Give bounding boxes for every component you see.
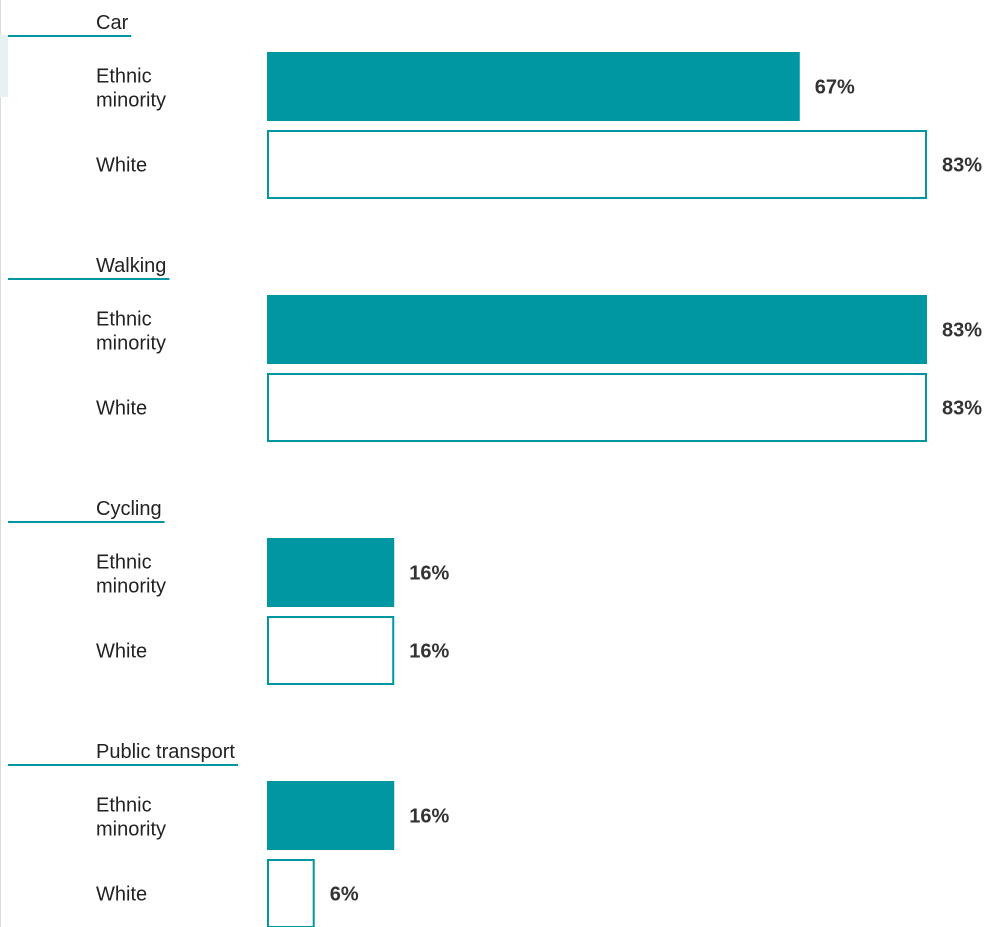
- bar-label-walking-ethnic-minority-line2: minority: [96, 333, 166, 355]
- group-label-car: Car: [96, 12, 129, 34]
- bar-cycling-white: [267, 616, 395, 685]
- bar-label-public-transport-ethnic-minority: Ethnic: [96, 795, 152, 817]
- bar-label-car-ethnic-minority-line2: minority: [96, 90, 166, 112]
- bar-label-public-transport-ethnic-minority-line2: minority: [96, 819, 166, 841]
- chart-left-border: [0, 0, 1, 927]
- bar-label-public-transport-white: White: [96, 884, 147, 906]
- value-label-cycling-ethnic-minority: 16%: [409, 563, 449, 585]
- value-label-car-ethnic-minority: 67%: [815, 77, 855, 99]
- bar-public-transport-white: [267, 859, 315, 927]
- bar-walking-ethnic-minority: [267, 295, 927, 364]
- value-label-public-transport-ethnic-minority: 16%: [409, 806, 449, 828]
- bar-label-cycling-ethnic-minority-line2: minority: [96, 576, 166, 598]
- bar-label-car-white: White: [96, 155, 147, 177]
- value-label-public-transport-white: 6%: [330, 884, 359, 906]
- decorative-corner-tab: [0, 35, 8, 97]
- bar-public-transport-ethnic-minority: [267, 781, 395, 850]
- bar-label-cycling-ethnic-minority: Ethnic: [96, 552, 152, 574]
- bar-label-walking-white: White: [96, 398, 147, 420]
- bar-car-ethnic-minority: [267, 52, 800, 121]
- bar-label-walking-ethnic-minority: Ethnic: [96, 309, 152, 331]
- group-label-cycling: Cycling: [96, 498, 162, 520]
- value-label-walking-ethnic-minority: 83%: [942, 320, 982, 342]
- bar-label-car-ethnic-minority: Ethnic: [96, 66, 152, 88]
- bar-car-white: [267, 130, 927, 199]
- value-label-cycling-white: 16%: [409, 641, 449, 663]
- group-label-walking: Walking: [96, 255, 166, 277]
- value-label-walking-white: 83%: [942, 398, 982, 420]
- value-label-car-white: 83%: [942, 155, 982, 177]
- bar-walking-white: [267, 373, 927, 442]
- bar-label-cycling-white: White: [96, 641, 147, 663]
- group-label-public-transport: Public transport: [96, 741, 235, 763]
- bar-cycling-ethnic-minority: [267, 538, 395, 607]
